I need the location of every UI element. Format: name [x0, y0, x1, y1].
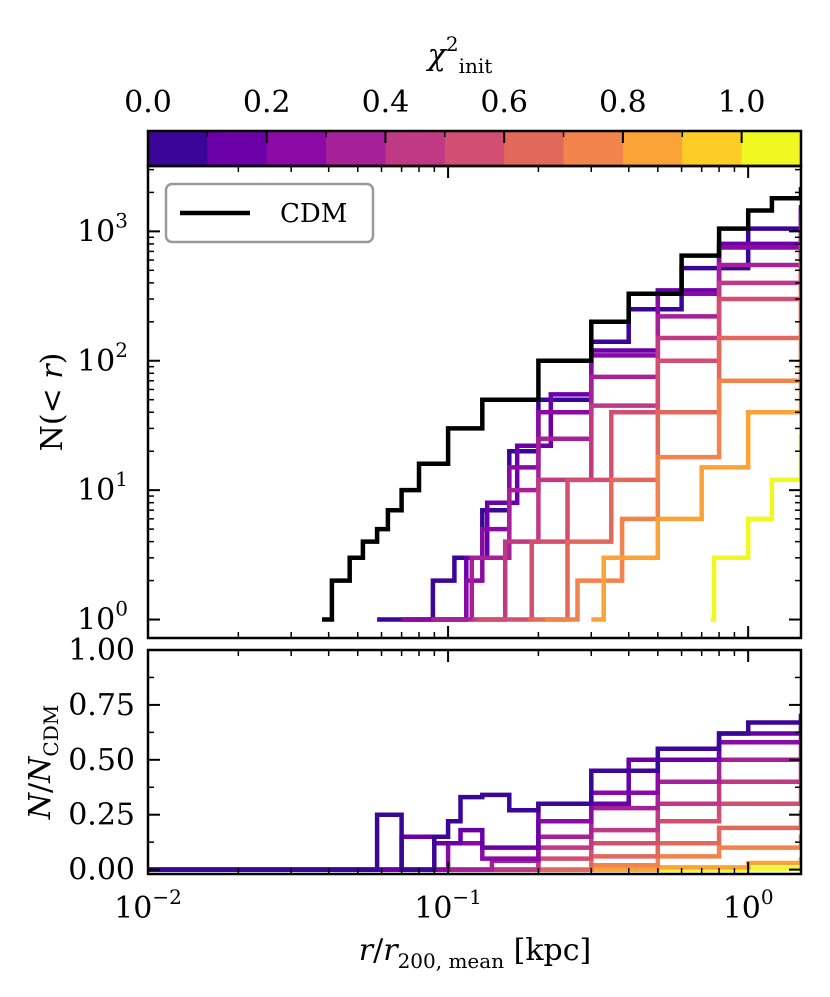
top-panel: 100 101 102 103 N(< r) CDM [35, 164, 803, 640]
series-line-0-8 [591, 350, 801, 622]
top-y-tick-label: 102 [77, 338, 128, 379]
colorbar-segment [444, 131, 505, 166]
colorbar-title: χ2init [426, 32, 493, 78]
colorbar-segment [682, 131, 743, 166]
colorbar-tick-label: 0.2 [243, 85, 291, 120]
top-y-axis-label: N(< r) [35, 353, 70, 452]
top-y-tick-label: 103 [77, 208, 128, 249]
legend-label-cdm: CDM [280, 199, 347, 229]
colorbar-segment [504, 131, 565, 166]
bottom-y-tick-label: 1.00 [68, 633, 135, 668]
colorbar-segment [266, 131, 327, 166]
colorbar-segment [148, 131, 208, 166]
ratio-line-0-1 [148, 718, 801, 872]
legend-box [164, 182, 375, 244]
ratio-line-0-8 [148, 857, 801, 872]
series-line-0-5 [477, 243, 801, 622]
colorbar-tick-label: 1.0 [718, 85, 766, 120]
x-tick-label: 100 [723, 885, 774, 926]
colorbar-tick-label: 0.6 [480, 85, 528, 120]
legend: CDM [164, 182, 375, 244]
top-y-tick-label: 100 [77, 597, 128, 638]
ratio-line-0-7 [148, 834, 801, 872]
colorbar-segment [741, 131, 802, 166]
bottom-panel: 0.00 0.25 0.50 0.75 1.00 10−2 10−1 100 N/NCDM r… [23, 633, 803, 973]
series-line-cdm [322, 187, 801, 622]
colorbar-segment [385, 131, 446, 166]
top-axes-frame [146, 164, 803, 640]
ratio-line-0-6 [148, 810, 801, 872]
ratio-line-0-4 [148, 762, 801, 872]
colorbar-tick-label: 0.8 [599, 85, 647, 120]
colorbar: χ2init 0.0 0.2 0.4 0.6 0.8 1.0 [124, 32, 803, 168]
x-tick-label: 10−2 [114, 885, 182, 926]
bottom-y-tick-label: 0.25 [68, 798, 135, 833]
colorbar-tick-label: 0.4 [362, 85, 410, 120]
colorbar-tick-label: 0.0 [124, 85, 172, 120]
series-line-0-4 [471, 231, 801, 622]
colorbar-segment [622, 131, 683, 166]
bottom-y-tick-label: 0.00 [68, 853, 135, 888]
series-line-1-0 [710, 434, 801, 622]
top-y-tick-label: 101 [77, 467, 128, 508]
x-axis-label: r/r200, mean [kpc] [359, 933, 591, 973]
bottom-y-tick-label: 0.50 [68, 743, 135, 778]
x-tick-label: 10−1 [414, 885, 482, 926]
ratio-line-0-0 [148, 713, 801, 872]
bottom-axes-frame [146, 648, 803, 876]
colorbar-segment [207, 131, 268, 166]
colorbar-segment [326, 131, 386, 166]
bottom-y-tick-label: 0.75 [68, 688, 135, 723]
bottom-y-axis-label: N/NCDM [23, 705, 63, 820]
colorbar-segment [563, 131, 624, 166]
